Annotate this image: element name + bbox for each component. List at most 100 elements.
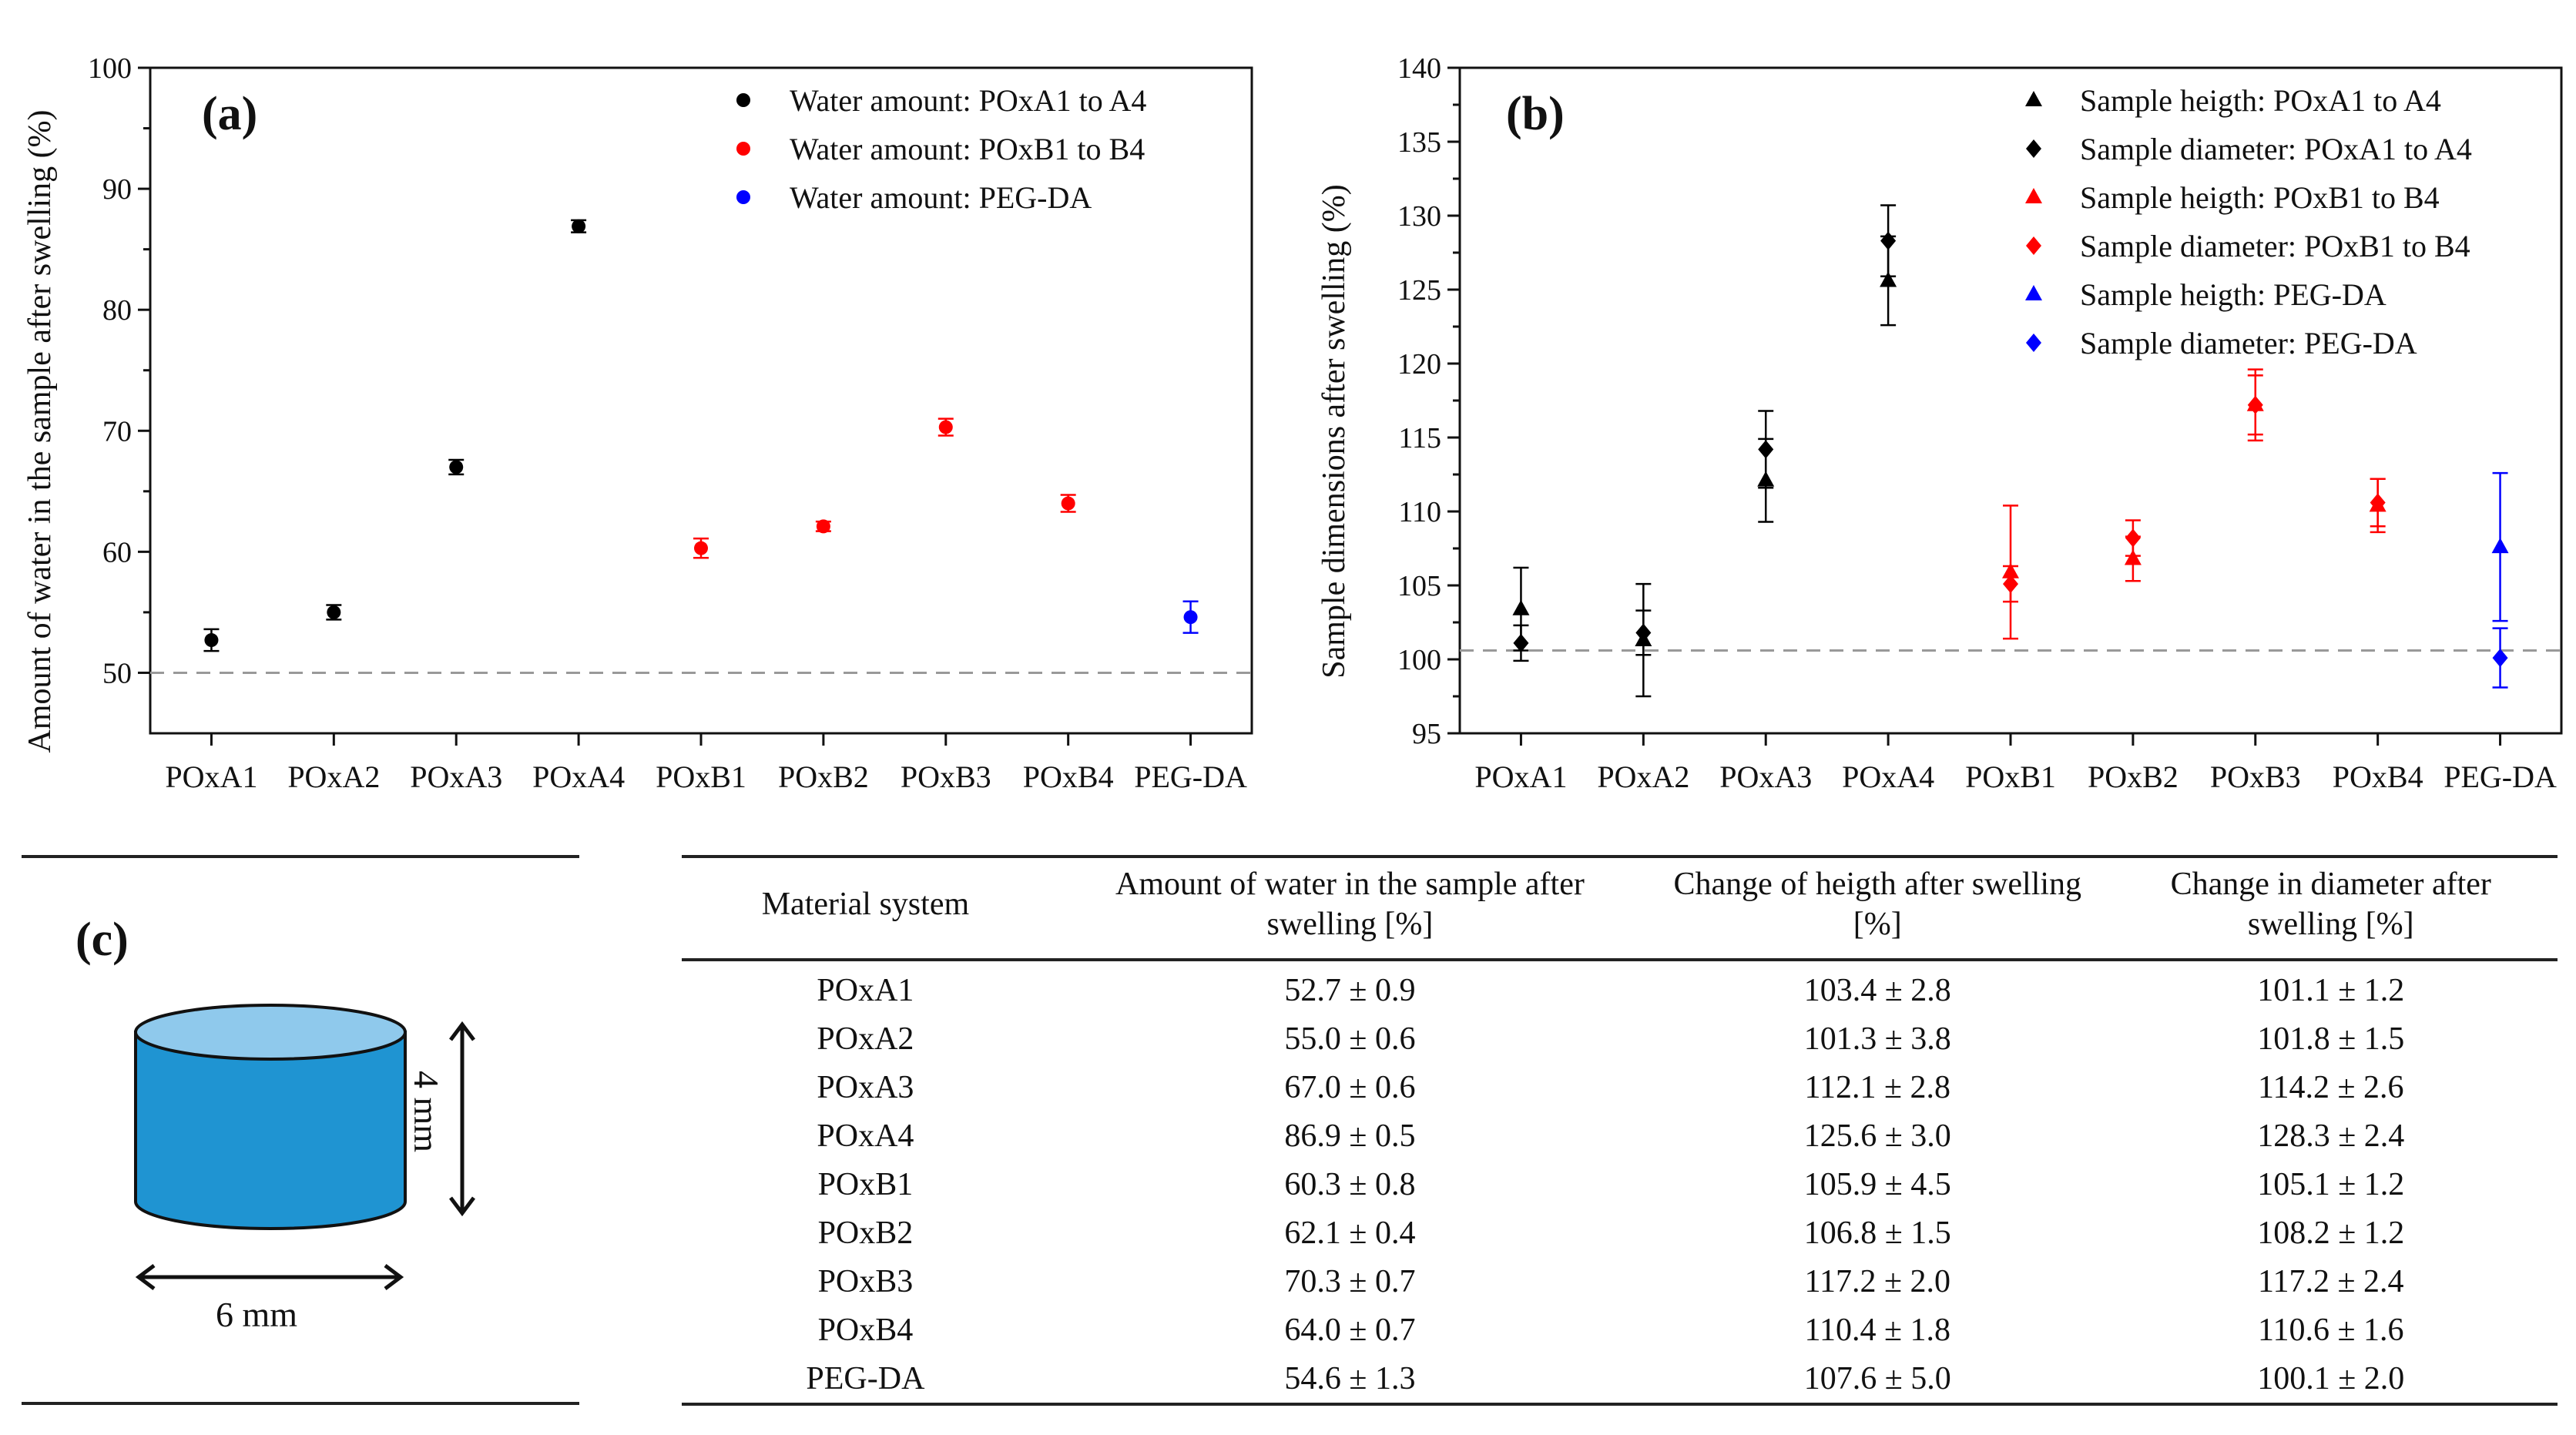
series-2 bbox=[1182, 600, 1199, 634]
x-tick-label: PEG-DA bbox=[2444, 759, 2557, 794]
x-tick-label: POxB3 bbox=[2210, 759, 2301, 794]
y-axis-label: Sample dimensions after swelling (%) bbox=[1317, 184, 1352, 679]
data-point bbox=[327, 605, 341, 619]
series-3 bbox=[2003, 368, 2386, 603]
legend-label: Water amount: POxB1 to B4 bbox=[790, 132, 1145, 166]
legend-label: Sample diameter: POxA1 to A4 bbox=[2080, 132, 2472, 166]
cell-height: 112.1 ± 2.8 bbox=[1804, 1069, 1951, 1105]
cell-height: 101.3 ± 3.8 bbox=[1803, 1021, 1951, 1057]
legend-marker bbox=[736, 142, 750, 156]
cell-height: 107.6 ± 5.0 bbox=[1803, 1360, 1951, 1396]
cell-material: POxA1 bbox=[817, 972, 914, 1008]
plot-frame bbox=[149, 66, 1253, 735]
x-tick-label: POxA3 bbox=[410, 759, 502, 794]
series-5 bbox=[2492, 627, 2508, 689]
cell-diameter: 117.2 ± 2.4 bbox=[2258, 1263, 2404, 1299]
cell-water: 62.1 ± 0.4 bbox=[1284, 1215, 1416, 1251]
height-arrow bbox=[449, 1021, 475, 1217]
cell-height: 106.8 ± 1.5 bbox=[1803, 1215, 1951, 1251]
series-1 bbox=[1513, 204, 1897, 662]
header-water-amount: Amount of water in the sample after swel… bbox=[1115, 867, 1585, 942]
cell-diameter: 101.8 ± 1.5 bbox=[2257, 1021, 2405, 1057]
panel-c-bottom-rule bbox=[22, 1402, 579, 1405]
y-tick-label: 130 bbox=[1397, 200, 1441, 233]
cell-material: POxB4 bbox=[817, 1312, 914, 1348]
table-row: POxA4 86.9 ± 0.5 125.6 ± 3.0 128.3 ± 2.4 bbox=[682, 1111, 2558, 1160]
legend-label: Water amount: POxA1 to A4 bbox=[790, 83, 1146, 118]
data-point bbox=[2491, 538, 2509, 554]
table-row: POxA1 52.7 ± 0.9 103.4 ± 2.8 101.1 ± 1.2 bbox=[682, 960, 2558, 1014]
data-point bbox=[2370, 493, 2386, 512]
cell-diameter: 101.1 ± 1.2 bbox=[2257, 972, 2405, 1008]
panel-c-top-rule bbox=[22, 855, 579, 858]
x-tick-label: POxA4 bbox=[532, 759, 625, 794]
cylinder-top bbox=[134, 1004, 407, 1061]
legend-marker bbox=[2025, 188, 2042, 203]
cell-height: 117.2 ± 2.0 bbox=[1804, 1263, 1951, 1299]
cell-water: 54.6 ± 1.3 bbox=[1284, 1360, 1416, 1396]
cell-water: 55.0 ± 0.6 bbox=[1284, 1021, 1416, 1057]
cell-diameter: 108.2 ± 1.2 bbox=[2257, 1215, 2405, 1251]
data-point bbox=[2125, 528, 2141, 548]
y-tick-label: 95 bbox=[1412, 718, 1441, 750]
series-1 bbox=[693, 417, 1076, 559]
table-row: POxB4 64.0 ± 0.7 110.4 ± 1.8 110.6 ± 1.6 bbox=[682, 1306, 2558, 1354]
chart-b: 95 100 105 110 115 120 125 130 135 140 POxA1 POxA2 P… bbox=[1317, 52, 2563, 794]
legend-marker bbox=[2026, 139, 2041, 158]
legend-label: Sample diameter: POxB1 to B4 bbox=[2080, 229, 2470, 263]
y-tick-label: 140 bbox=[1397, 52, 1441, 85]
y-tick-label: 105 bbox=[1397, 570, 1441, 602]
data-point bbox=[816, 519, 830, 534]
table-row: POxA2 55.0 ± 0.6 101.3 ± 3.8 101.8 ± 1.5 bbox=[682, 1014, 2558, 1063]
y-tick-label: 90 bbox=[102, 173, 132, 206]
series-4 bbox=[2491, 471, 2509, 622]
cell-height: 105.9 ± 4.5 bbox=[1803, 1166, 1951, 1202]
data-point bbox=[1880, 271, 1897, 287]
cell-diameter: 110.6 ± 1.6 bbox=[2258, 1312, 2404, 1348]
legend-marker bbox=[2025, 285, 2042, 300]
cell-material: PEG-DA bbox=[806, 1360, 925, 1396]
header-diameter-change: Change in diameter after swelling [%] bbox=[2170, 867, 2491, 942]
data-point bbox=[204, 633, 219, 648]
legend-marker bbox=[736, 93, 750, 107]
cell-water: 70.3 ± 0.7 bbox=[1284, 1263, 1416, 1299]
data-point bbox=[1061, 496, 1075, 511]
cell-material: POxB2 bbox=[817, 1215, 914, 1251]
x-tick-label: POxB4 bbox=[2333, 759, 2423, 794]
cell-material: POxB3 bbox=[817, 1263, 914, 1299]
y-axis-label: Amount of water in the sample after swel… bbox=[22, 109, 58, 753]
table-header-row: Material system Amount of water in the s… bbox=[682, 857, 2558, 960]
y-tick-label: 115 bbox=[1398, 422, 1441, 454]
table-row: POxB1 60.3 ± 0.8 105.9 ± 4.5 105.1 ± 1.2 bbox=[682, 1160, 2558, 1209]
data-point bbox=[694, 541, 708, 555]
legend-marker bbox=[736, 190, 750, 204]
cell-diameter: 105.1 ± 1.2 bbox=[2257, 1166, 2405, 1202]
data-point bbox=[572, 219, 586, 233]
y-tick-label: 50 bbox=[102, 657, 132, 689]
legend-marker bbox=[2026, 334, 2041, 352]
cell-diameter: 128.3 ± 2.4 bbox=[2257, 1118, 2405, 1154]
cell-height: 125.6 ± 3.0 bbox=[1803, 1118, 1951, 1154]
x-tick-label: POxB1 bbox=[1965, 759, 2056, 794]
x-tick-label: POxA4 bbox=[1842, 759, 1934, 794]
x-tick-label: POxA3 bbox=[1719, 759, 1812, 794]
cell-diameter: 100.1 ± 2.0 bbox=[2257, 1360, 2405, 1396]
data-point bbox=[2492, 649, 2508, 668]
legend-label: Sample diameter: PEG-DA bbox=[2080, 326, 2417, 360]
cell-material: POxA4 bbox=[817, 1118, 914, 1154]
cell-diameter: 114.2 ± 2.6 bbox=[2258, 1069, 2404, 1105]
x-tick-label: POxA1 bbox=[165, 759, 257, 794]
data-point bbox=[449, 460, 464, 474]
panel-label: (a) bbox=[202, 88, 257, 140]
cylinder-body bbox=[134, 1031, 407, 1230]
data-point bbox=[2003, 575, 2018, 594]
x-tick-label: POxB2 bbox=[2088, 759, 2179, 794]
cell-water: 64.0 ± 0.7 bbox=[1284, 1312, 1416, 1348]
y-tick-label: 135 bbox=[1397, 126, 1441, 159]
header-height-change: Change of heigth after swelling [%] bbox=[1673, 867, 2082, 942]
data-point bbox=[2124, 549, 2142, 565]
cell-material: POxB1 bbox=[817, 1166, 914, 1202]
y-tick-label: 100 bbox=[1397, 644, 1441, 676]
legend-label: Sample heigth: POxB1 to B4 bbox=[2080, 180, 2440, 215]
legend-label: Sample heigth: PEG-DA bbox=[2080, 277, 2386, 312]
